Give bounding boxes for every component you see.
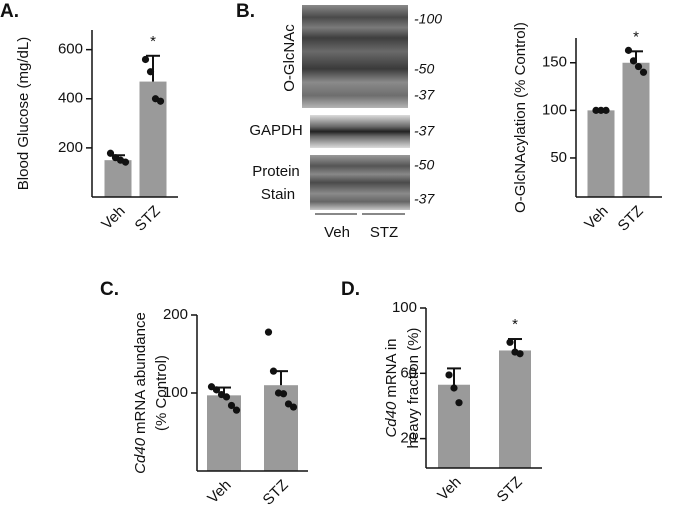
data-point [634,62,643,71]
data-point [269,367,278,375]
y-axis-label: heavy fraction (%) [405,328,422,449]
kda-marker: -100 [414,11,442,27]
data-point [592,106,600,114]
panel-label: C. [100,279,119,300]
data-point [106,149,115,157]
data-point [146,68,155,76]
x-tick-label: STZ [615,203,647,235]
x-tick-label: STZ [132,203,164,235]
y-axis-label: Cd40 mRNA abundance [132,312,149,474]
y-axis-label-part: (% Control) [153,355,170,431]
bar [499,350,531,468]
data-point [279,390,288,398]
data-point [121,158,130,166]
error-bar [447,367,461,385]
y-axis-label: Blood Glucose (mg/dL) [15,37,32,190]
bar [622,62,650,198]
data-point [455,399,463,407]
annotation: * [633,28,639,45]
kda-marker: -50 [414,157,434,173]
data-point [141,55,150,64]
blot-image [310,115,410,148]
y-axis-label: Cd40 mRNA in [383,338,400,437]
data-point [232,406,241,414]
blot-label: GAPDH [249,122,302,139]
data-point [227,401,236,410]
data-point [289,403,298,411]
blot-label: Stain [261,186,295,203]
panel-label: B. [236,1,255,22]
kda-marker: -37 [414,123,435,139]
data-point [222,393,231,401]
lane-label: Veh [324,224,350,241]
y-tick-label: 150 [542,54,567,71]
x-tick-label: Veh [98,203,128,233]
data-point [445,371,453,379]
y-tick-label: 20 [400,430,417,447]
blot-image [302,5,408,108]
y-tick-label: 200 [58,139,83,156]
x-tick-label: Veh [581,203,611,233]
y-tick-label: 100 [542,101,567,118]
data-point [506,338,514,346]
y-tick-label: 100 [392,299,417,316]
bar [264,385,298,471]
data-point [639,68,648,76]
blot: B. O-GlcNAc GAPDH Protein Stain -100 -50… [236,1,442,241]
y-axis-label-part: Cd40 [383,401,400,438]
panel-label: D. [341,279,360,300]
x-tick-label: Veh [434,474,464,504]
y-tick-label: 100 [163,384,188,401]
y-tick-label: 200 [163,306,188,323]
y-axis-label-part: mRNA abundance [132,312,149,434]
error-bar [146,54,160,82]
blot-label: O-GlcNAc [281,24,298,92]
x-tick-label: Veh [204,477,234,507]
blot-image [310,155,410,210]
x-tick-label: STZ [260,477,292,509]
y-tick-label: 600 [58,41,83,58]
annotation: * [512,316,518,333]
y-axis-label-part: heavy fraction (%) [405,328,422,449]
kda-marker: -37 [414,191,435,207]
y-tick-label: 60 [400,364,417,381]
bar [587,110,615,197]
lane-label: STZ [370,224,398,241]
data-point [264,328,273,336]
y-tick-label: 400 [58,90,83,107]
bar [104,160,132,197]
y-tick-label: 50 [550,149,567,166]
blot-label: Protein [252,163,300,180]
data-point [624,46,633,54]
y-axis-label-part: O-GlcNAcylation (% Control) [512,22,529,213]
data-point [516,350,524,358]
y-axis-label-part: mRNA in [383,338,400,397]
y-axis-label: O-GlcNAcylation (% Control) [512,22,529,213]
kda-marker: -37 [414,87,435,103]
data-point [597,106,605,114]
data-point [602,106,610,114]
bar [438,384,470,468]
data-point [450,384,458,392]
y-axis-label-part: Cd40 [132,437,149,474]
y-axis-label-part: Blood Glucose (mg/dL) [15,37,32,190]
y-axis-label: (% Control) [153,355,170,431]
annotation: * [150,33,156,50]
data-point [156,97,165,105]
x-tick-label: STZ [494,474,526,506]
kda-marker: -50 [414,61,434,77]
panel-label: A. [0,1,19,22]
data-point [629,57,638,65]
data-point [212,386,221,394]
